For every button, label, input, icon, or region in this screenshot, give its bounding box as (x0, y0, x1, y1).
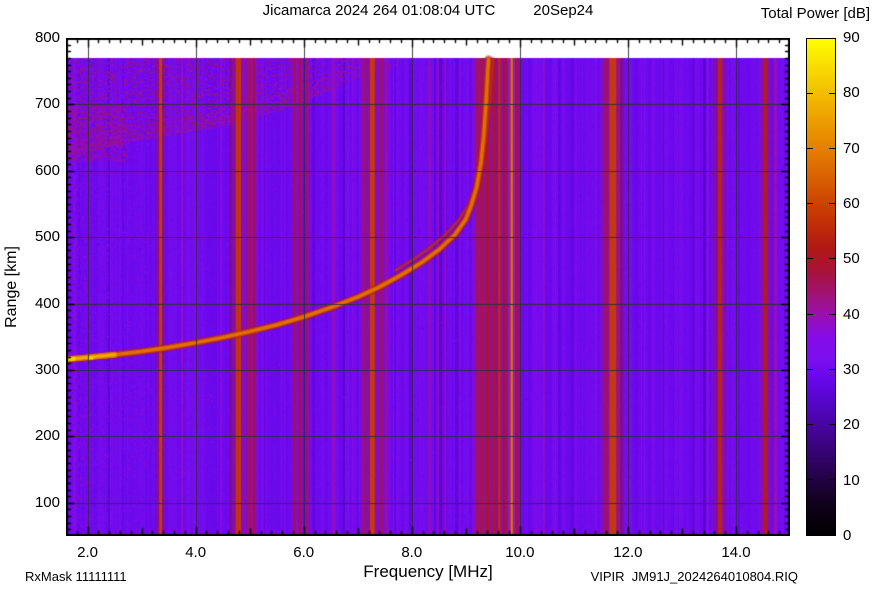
x-tick-label-10.0: 10.0 (505, 544, 535, 561)
colorbar-tick-label-60: 60 (843, 195, 860, 212)
colorbar (806, 38, 836, 536)
x-tick-label-14.0: 14.0 (721, 544, 751, 561)
colorbar-tick-label-10: 10 (843, 471, 860, 489)
x-tick-label-12.0: 12.0 (613, 544, 643, 561)
ionogram-heatmap (66, 38, 790, 536)
colorbar-tick-label-80: 80 (843, 84, 860, 102)
y-tick-label-700: 700 (34, 95, 60, 113)
rxmask-label: RxMask 11111111 (25, 569, 127, 584)
plot-title-datetime: Jicamarca 2024 264 01:08:04 UTC (262, 2, 496, 19)
colorbar-tick-label-40: 40 (843, 305, 860, 323)
colorbar-tick (807, 313, 813, 315)
y-tick-label-600: 600 (34, 161, 60, 179)
colorbar-tick (807, 368, 813, 370)
colorbar-tick (829, 368, 835, 370)
colorbar-tick (807, 203, 813, 205)
colorbar-tick-label-90: 90 (843, 29, 860, 46)
y-tick-label-200: 200 (34, 427, 60, 445)
colorbar-tick (829, 148, 835, 150)
y-tick-label-100: 100 (34, 493, 60, 511)
y-tick-label-400: 400 (34, 294, 60, 312)
y-axis-title: Range [km] (3, 246, 20, 328)
colorbar-tick (807, 93, 813, 95)
x-tick-label-8.0: 8.0 (401, 544, 423, 561)
plot-title-date: 20Sep24 (533, 2, 594, 19)
x-tick-label-6.0: 6.0 (293, 544, 315, 561)
colorbar-tick (829, 93, 835, 95)
colorbar-tick (829, 258, 835, 260)
y-tick-label-800: 800 (34, 29, 60, 46)
colorbar-tick-label-0: 0 (843, 527, 852, 544)
colorbar-tick (807, 148, 813, 150)
colorbar-tick-label-70: 70 (843, 139, 860, 157)
plot-area (66, 38, 790, 536)
colorbar-title: Total Power [dB] (760, 5, 870, 22)
x-axis-title: Frequency [MHz] (363, 562, 493, 581)
colorbar-tick (807, 258, 813, 260)
x-tick-label-2.0: 2.0 (77, 544, 99, 561)
y-tick-label-500: 500 (34, 228, 60, 246)
colorbar-tick (829, 423, 835, 425)
file-label: VIPIR JM91J_2024264010804.RIQ (590, 569, 798, 584)
colorbar-tick-label-20: 20 (843, 416, 860, 434)
colorbar-tick-label-30: 30 (843, 361, 860, 378)
colorbar-tick (829, 203, 835, 205)
x-tick-label-4.0: 4.0 (185, 544, 207, 561)
plot-title: Jicamarca 2024 264 01:08:04 UTC 20Sep24 (66, 2, 790, 19)
colorbar-tick (807, 423, 813, 425)
colorbar-tick (829, 478, 835, 480)
colorbar-tick (807, 478, 813, 480)
colorbar-tick-label-50: 50 (843, 250, 860, 268)
colorbar-tick (829, 313, 835, 315)
y-tick-label-300: 300 (34, 361, 60, 378)
